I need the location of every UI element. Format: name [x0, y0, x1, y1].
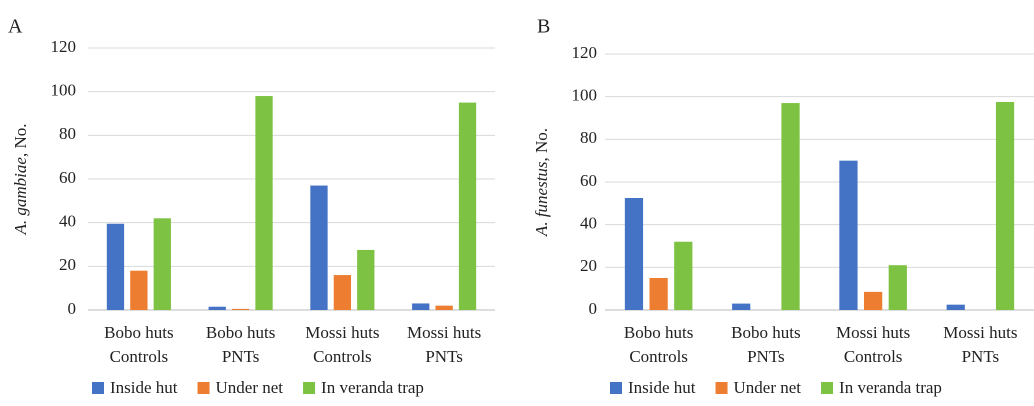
- x-tick-label: PNTs: [962, 347, 1000, 366]
- y-axis-label: A. gambiae, No.: [11, 124, 30, 236]
- legend-swatch: [303, 382, 316, 394]
- x-tick-label: PNTs: [222, 347, 260, 366]
- y-axis-label: A. funestus, No.: [532, 128, 551, 237]
- legend-label: Inside hut: [628, 378, 696, 397]
- y-tick-label: 60: [580, 171, 597, 190]
- x-tick-label: Bobo huts: [731, 323, 800, 342]
- bar: [255, 96, 273, 311]
- bar: [888, 265, 907, 310]
- x-tick-label: Bobo huts: [624, 323, 693, 342]
- bar: [732, 303, 751, 310]
- bar: [153, 218, 171, 310]
- bar: [435, 305, 453, 310]
- bar: [946, 304, 965, 310]
- legend-swatch: [715, 382, 728, 394]
- x-tick-label: PNTs: [747, 347, 785, 366]
- y-axis-label-part: , No.: [532, 128, 551, 162]
- bar: [458, 102, 477, 310]
- y-tick-label: 40: [580, 214, 597, 233]
- y-axis-label-part: A. gambiae: [11, 157, 30, 236]
- x-tick-label: Mossi huts: [407, 323, 481, 342]
- legend-label: In veranda trap: [321, 378, 424, 397]
- x-tick-label: Mossi huts: [943, 323, 1017, 342]
- panel-letter: A: [8, 16, 23, 38]
- bar: [864, 291, 883, 310]
- x-tick-label: Controls: [629, 347, 688, 366]
- bar: [333, 275, 352, 310]
- x-tick-label: PNTs: [425, 347, 463, 366]
- bar: [231, 308, 250, 310]
- bar: [130, 270, 148, 310]
- bar: [357, 249, 375, 310]
- legend-label: In veranda trap: [839, 378, 942, 397]
- x-tick-label: Controls: [844, 347, 903, 366]
- y-tick-label: 0: [589, 299, 598, 318]
- legend-label: Under net: [734, 378, 802, 397]
- y-axis-label-part: A. funestus: [532, 161, 551, 237]
- panel: B A. funestus, No. 0 20 40 60 80 100 120 Bobo hut…: [532, 16, 1034, 397]
- panel: A A. gambiae, No. 0 20 40 60 80 100 120 Bobo huts…: [8, 16, 495, 397]
- legend-label: Under net: [216, 378, 284, 397]
- y-tick-label: 120: [572, 43, 598, 62]
- bar: [208, 306, 226, 310]
- y-tick-label: 20: [580, 256, 597, 275]
- y-axis-label-part: , No.: [11, 124, 30, 158]
- bar: [649, 278, 668, 310]
- x-tick-label: Bobo huts: [104, 323, 173, 342]
- bar: [781, 103, 800, 310]
- bar: [310, 185, 328, 310]
- x-tick-label: Mossi huts: [836, 323, 910, 342]
- bar: [674, 241, 693, 310]
- panel-letter: B: [537, 16, 550, 38]
- y-tick-label: 120: [51, 37, 77, 56]
- legend-swatch: [821, 382, 834, 394]
- y-tick-label: 60: [59, 168, 76, 187]
- y-tick-label: 100: [572, 86, 598, 105]
- y-tick-label: 100: [51, 81, 77, 100]
- x-tick-label: Mossi huts: [305, 323, 379, 342]
- legend-swatch: [92, 382, 104, 394]
- y-tick-label: 20: [59, 255, 76, 274]
- bar: [839, 160, 858, 310]
- y-tick-label: 80: [580, 128, 597, 147]
- x-tick-label: Controls: [313, 347, 372, 366]
- y-tick-label: 80: [59, 124, 76, 143]
- bar: [995, 102, 1015, 310]
- y-tick-label: 40: [59, 212, 76, 231]
- legend-swatch: [197, 382, 210, 394]
- y-tick-label: 0: [68, 299, 77, 318]
- legend-label: Inside hut: [110, 378, 178, 397]
- bar: [412, 303, 430, 310]
- x-tick-label: Bobo huts: [206, 323, 275, 342]
- bar: [624, 198, 644, 310]
- legend-swatch: [610, 382, 622, 394]
- bar: [106, 223, 125, 310]
- x-tick-label: Controls: [110, 347, 169, 366]
